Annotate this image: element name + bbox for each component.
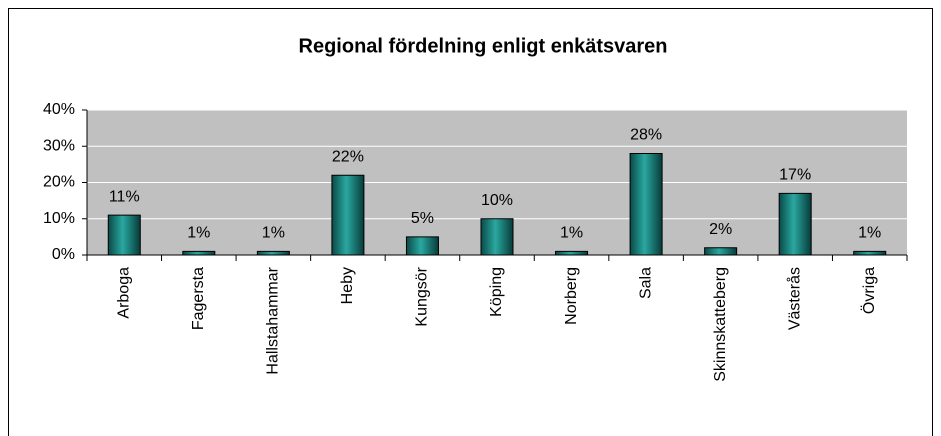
x-tick-label: Köping [488,267,505,317]
y-tick-label: 40% [43,101,75,118]
x-tick-label: Kungsör [414,266,431,326]
x-tick-label: Fagersta [190,267,207,330]
value-label: 22% [332,148,364,165]
x-tick-label: Sala [637,267,654,299]
bar [405,236,439,256]
x-tick-label: Skinnskatteberg [712,267,729,382]
bar [853,250,887,256]
y-tick-label: 0% [52,246,75,263]
x-tick-label: Norberg [563,267,580,325]
x-tick-label: Heby [339,267,356,304]
x-tick-label: Hallstahammar [265,266,282,374]
bar [778,192,812,256]
value-label: 11% [109,188,140,205]
bar [704,247,738,256]
y-tick-label: 10% [43,210,75,227]
bar [256,250,290,256]
value-label: 5% [411,210,434,227]
x-tick-label: Västerås [785,267,803,330]
y-tick-label: 30% [43,137,75,154]
value-label: 10% [481,192,513,209]
bar [107,214,141,256]
bar [629,153,663,256]
value-label: 1% [858,225,881,242]
bar [480,218,514,256]
value-label: 28% [630,127,662,144]
bar [331,174,365,256]
value-label: 2% [709,221,732,238]
bar [555,250,589,256]
x-tick-label: Övriga [860,267,878,314]
value-label: 1% [187,225,210,242]
x-tick-label: Arboga [115,267,132,319]
bar [182,250,216,256]
chart-title: Regional fördelning enligt enkätsvaren [299,35,668,57]
y-tick-label: 20% [43,174,75,191]
value-label: 17% [779,167,811,184]
value-label: 1% [560,225,583,242]
value-label: 1% [262,225,285,242]
